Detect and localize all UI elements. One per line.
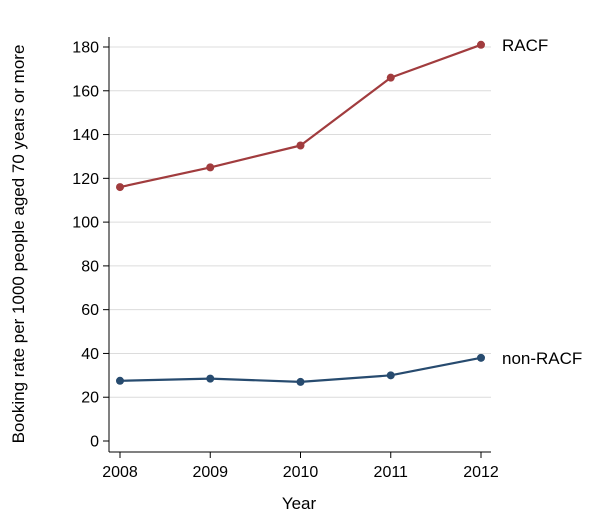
y-tick-label: 160 bbox=[72, 83, 99, 100]
series-label: RACF bbox=[502, 36, 548, 55]
y-tick-label: 0 bbox=[90, 434, 99, 451]
x-axis-ticks: 2008 2009 2010 2011 2012 bbox=[102, 452, 499, 481]
y-tick-label: 140 bbox=[72, 127, 99, 144]
x-tick-label: 2009 bbox=[192, 464, 228, 481]
data-point bbox=[206, 163, 215, 172]
data-point bbox=[116, 183, 124, 192]
x-tick-label: 2008 bbox=[102, 464, 138, 481]
x-tick-label: 2011 bbox=[374, 464, 409, 481]
series-non-racf: non-RACF bbox=[116, 349, 582, 386]
y-tick-label: 120 bbox=[72, 171, 99, 188]
y-tick-label: 40 bbox=[81, 346, 99, 363]
data-point bbox=[296, 141, 305, 150]
data-point bbox=[296, 377, 305, 386]
data-point bbox=[386, 73, 395, 82]
y-axis-title: Booking rate per 1000 people aged 70 yea… bbox=[9, 45, 28, 444]
data-series: RACF non-RACF bbox=[116, 36, 582, 386]
series-racf: RACF bbox=[116, 36, 548, 192]
data-point bbox=[386, 371, 395, 380]
series-line bbox=[119, 43, 482, 189]
series-label: non-RACF bbox=[502, 349, 582, 368]
y-tick-label: 60 bbox=[81, 302, 99, 319]
gridlines bbox=[109, 46, 491, 398]
y-axis-ticks: 0 20 40 60 80 100 120 140 160 180 bbox=[72, 40, 109, 451]
data-point bbox=[477, 40, 485, 49]
x-tick-label: 2012 bbox=[463, 464, 499, 481]
data-point bbox=[206, 374, 215, 383]
x-tick-label: 2010 bbox=[283, 464, 319, 481]
y-tick-label: 100 bbox=[72, 215, 99, 232]
y-tick-label: 180 bbox=[72, 40, 99, 57]
data-point bbox=[477, 353, 485, 362]
y-tick-label: 80 bbox=[81, 258, 99, 275]
y-tick-label: 20 bbox=[81, 390, 99, 407]
data-point bbox=[116, 376, 124, 385]
x-axis-title: Year bbox=[282, 494, 317, 513]
axes bbox=[108, 37, 491, 453]
